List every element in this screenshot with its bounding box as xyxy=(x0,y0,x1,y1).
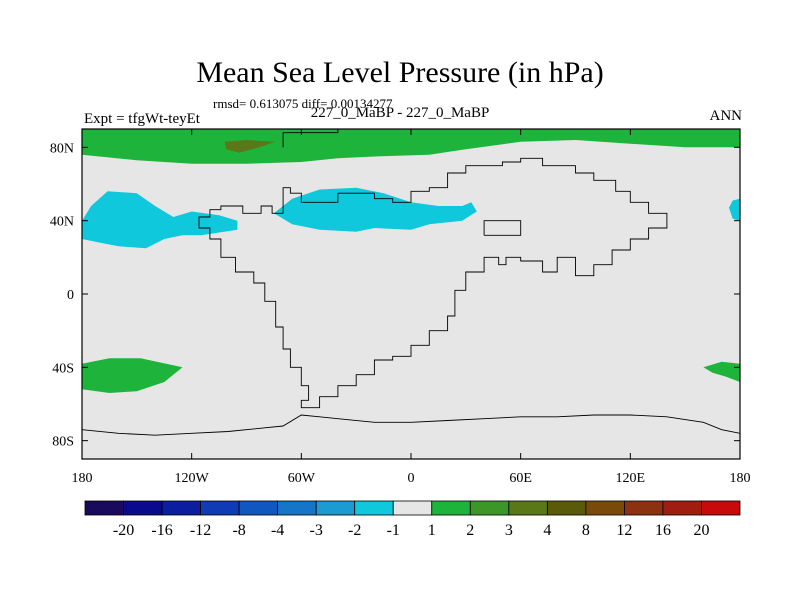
colorbar-swatch xyxy=(392,500,433,516)
north-olive-patch xyxy=(224,140,276,153)
y-tick-label: 80N xyxy=(50,141,74,156)
contour-regions xyxy=(82,129,740,393)
colorbar-swatch xyxy=(585,500,625,516)
north-green-band xyxy=(82,129,740,164)
caspian-coastline xyxy=(483,220,522,236)
x-tick-label: 180 xyxy=(72,471,93,486)
colorbar-label: -4 xyxy=(271,522,284,539)
colorbar-swatch xyxy=(546,500,587,516)
colorbar-label: 16 xyxy=(655,522,671,539)
x-tick-label: 180 xyxy=(730,471,751,486)
colorbar-swatch xyxy=(354,500,394,516)
pacific-cyan-patch xyxy=(82,191,238,249)
colorbar-swatch xyxy=(123,500,163,516)
y-axis: 80N 40N 0 40S 80S xyxy=(50,141,740,450)
colorbar-swatch xyxy=(431,500,471,516)
atlantic-cyan-patch xyxy=(273,187,477,232)
x-tick-label: 60W xyxy=(288,471,316,486)
y-tick-label: 40N xyxy=(50,215,74,230)
southwest-green-patch xyxy=(82,358,183,393)
colorbar-label: -1 xyxy=(387,522,400,539)
colorbar-swatch xyxy=(238,500,279,516)
season-label: ANN xyxy=(709,108,743,124)
colorbar-label: 3 xyxy=(505,522,513,539)
x-tick-label: 0 xyxy=(408,471,415,486)
colorbar-swatch xyxy=(315,500,356,516)
colorbar-swatch xyxy=(508,500,548,516)
southeast-green-patch xyxy=(703,361,740,382)
colorbar-swatch xyxy=(701,500,741,516)
experiment-label: Expt = tfgWt-teyEt xyxy=(84,111,200,127)
case-label: 227_0_MaBP - 227_0_MaBP xyxy=(310,105,490,121)
chart-title: Mean Sea Level Pressure (in hPa) xyxy=(196,56,604,89)
chart-subtitle: rmsd= 0.613075 diff= 0.00134277 xyxy=(213,96,393,111)
coastlines xyxy=(82,129,740,436)
colorbar-swatch xyxy=(624,500,664,516)
colorbar-label: 4 xyxy=(543,522,551,539)
colorbar-swatch xyxy=(662,500,702,516)
colorbar-label: 2 xyxy=(466,522,474,539)
colorbar-swatch xyxy=(469,500,510,516)
colorbar-label: -16 xyxy=(151,522,172,539)
colorbar-label: -8 xyxy=(232,522,245,539)
x-tick-label: 120W xyxy=(175,471,210,486)
arctic-coastline xyxy=(282,129,339,148)
colorbar-label: 1 xyxy=(428,522,436,539)
y-tick-label: 0 xyxy=(67,288,74,303)
antarctica-coastline xyxy=(82,414,740,436)
x-axis: 180 120W 60W 0 60E 120E 180 xyxy=(72,129,751,486)
plot-background xyxy=(82,129,740,459)
x-tick-label: 60E xyxy=(509,471,532,486)
colorbar-label: 8 xyxy=(582,522,590,539)
x-tick-label: 120E xyxy=(616,471,646,486)
colorbar-label: -20 xyxy=(113,522,134,539)
colorbar-label: -3 xyxy=(310,522,323,539)
colorbar: -20 -16 -12 -8 -4 -3 -2 -1 1 2 3 4 8 12 16 20 xyxy=(84,500,741,539)
colorbar-swatch xyxy=(200,500,240,516)
colorbar-label: 12 xyxy=(616,522,632,539)
colorbar-swatch xyxy=(84,500,124,516)
east-edge-cyan-patch xyxy=(729,198,740,221)
y-tick-label: 80S xyxy=(52,435,74,450)
colorbar-swatch xyxy=(161,500,201,516)
colorbar-label: -12 xyxy=(190,522,211,539)
americas-africa-coastline xyxy=(198,157,668,409)
colorbar-label: -2 xyxy=(348,522,361,539)
colorbar-label: 20 xyxy=(693,522,709,539)
colorbar-swatch xyxy=(277,500,317,516)
y-tick-label: 40S xyxy=(52,361,74,376)
